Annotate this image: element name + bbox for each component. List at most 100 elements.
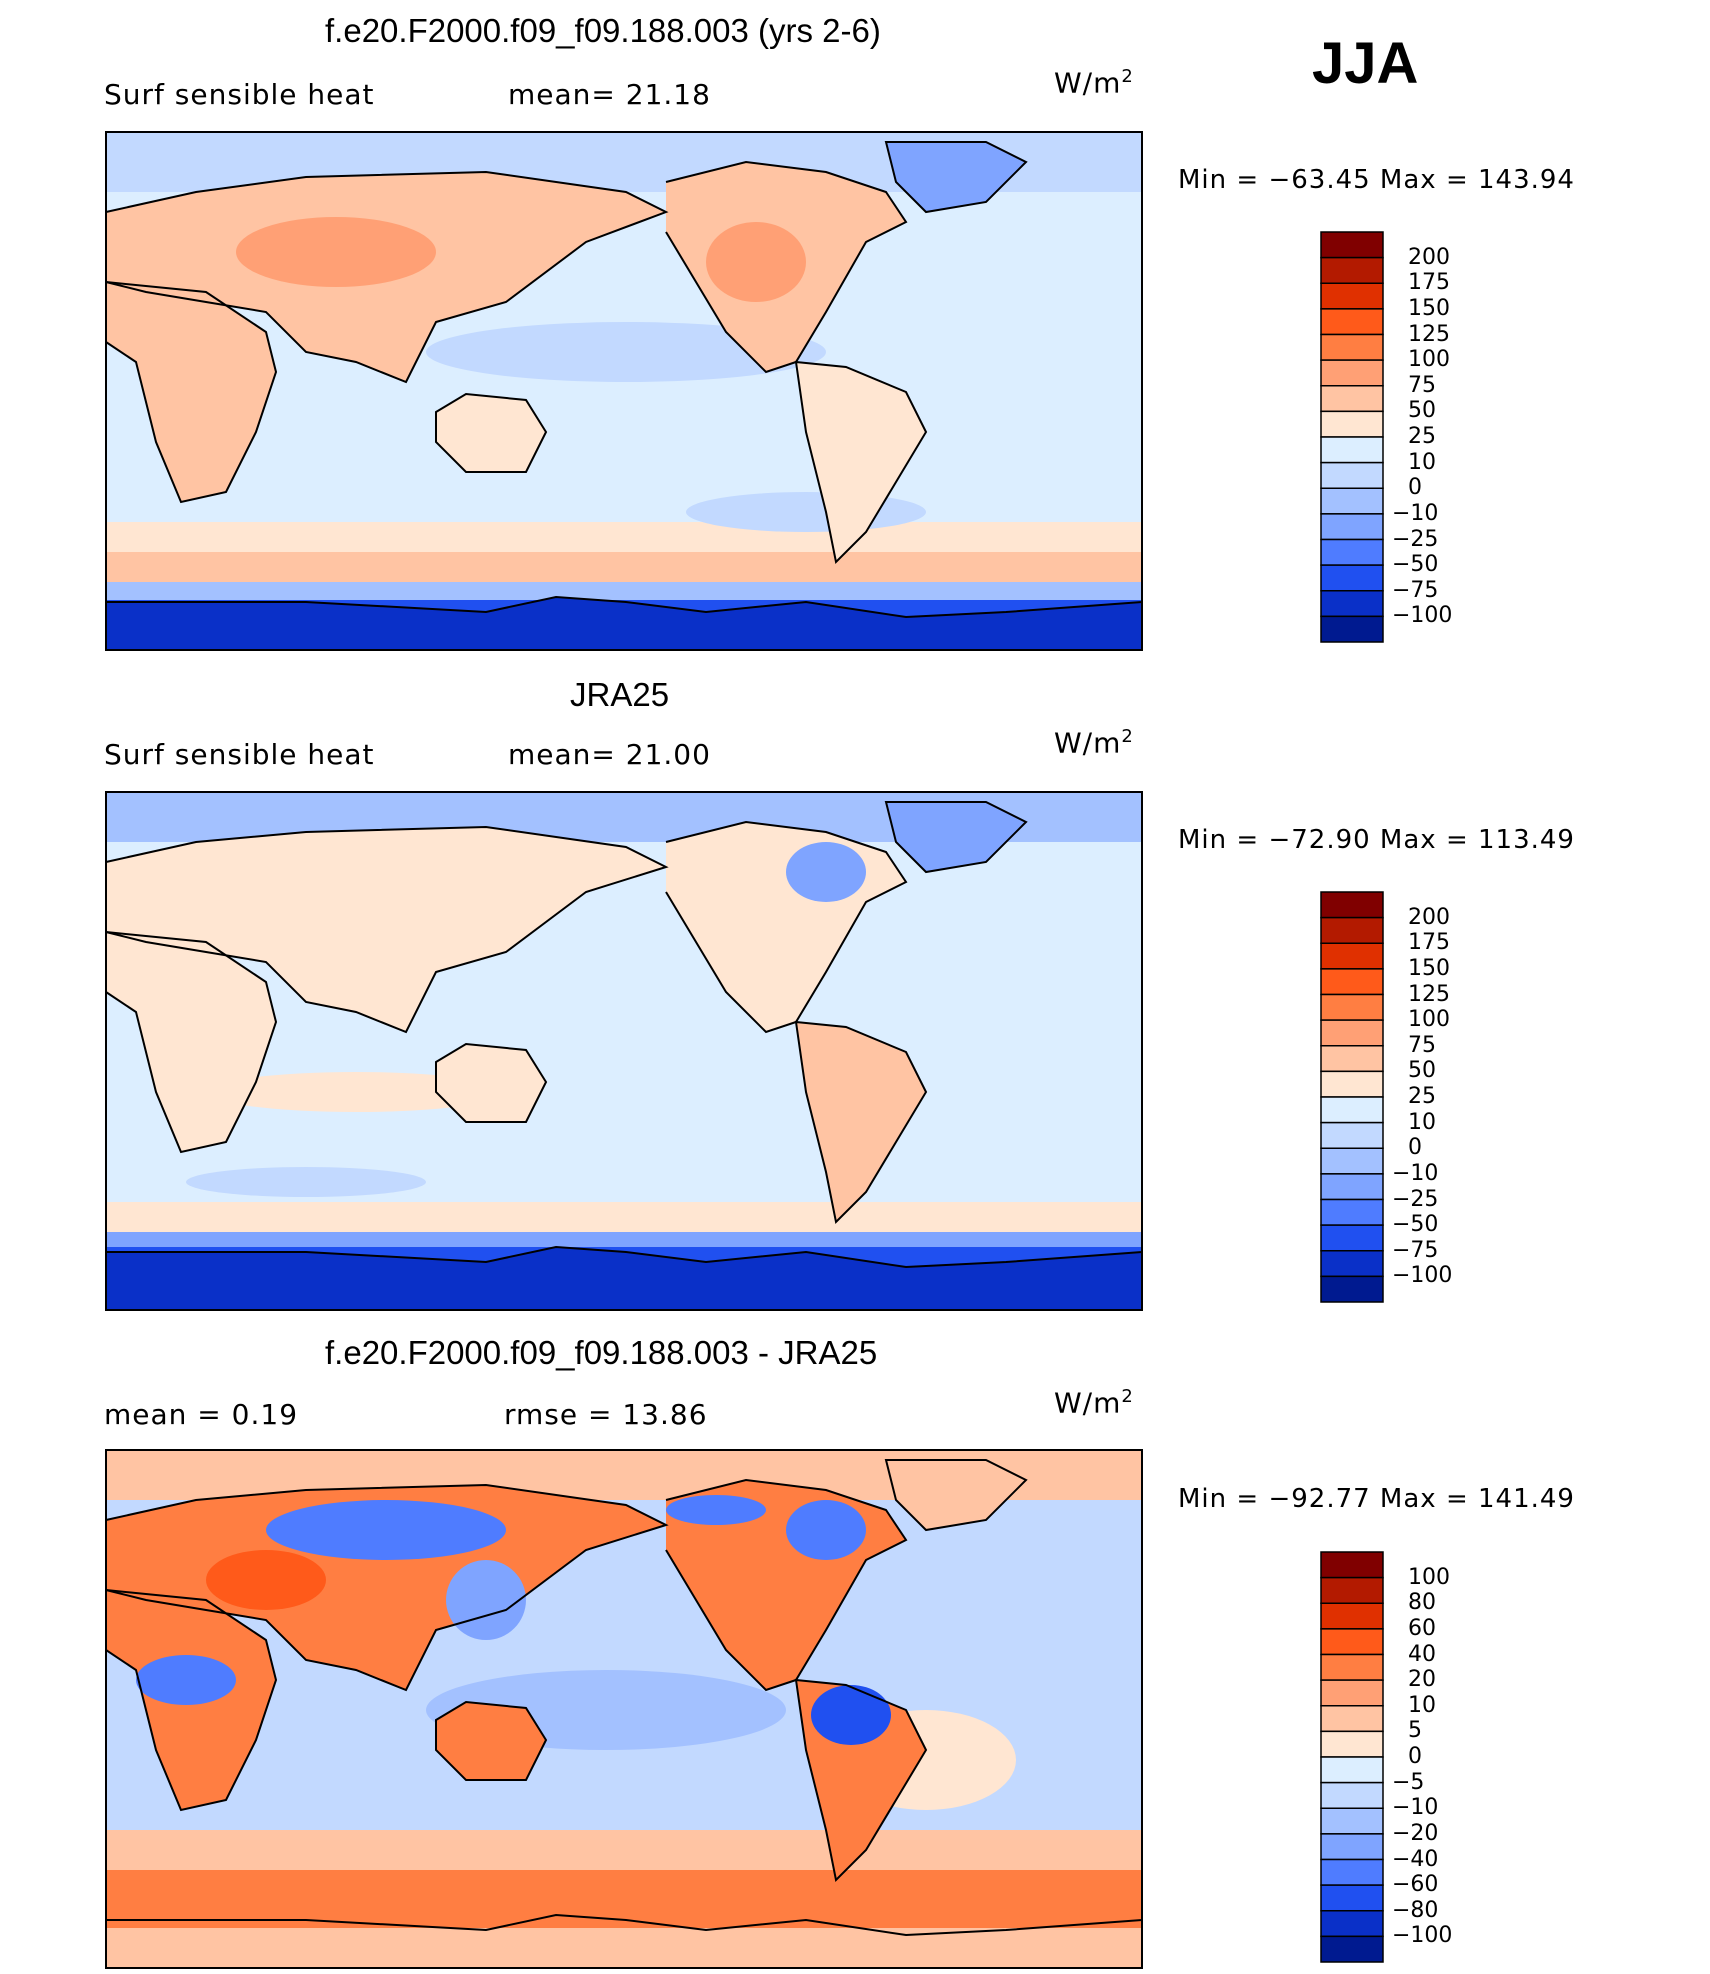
colorbar-swatch <box>1320 1935 1384 1963</box>
panel-2-title: JRA25 <box>570 676 670 713</box>
colorbar-swatch <box>1320 231 1384 259</box>
colorbar-tick-label: 25 <box>1408 424 1436 449</box>
colorbar-swatch <box>1320 1705 1384 1733</box>
colorbar-swatch <box>1320 513 1384 541</box>
colorbar-swatch <box>1320 1070 1384 1098</box>
colorbar-tick-label: −10 <box>1392 1160 1439 1186</box>
colorbar-tick-label: 60 <box>1408 1615 1436 1641</box>
panel-3-colorbar <box>1320 1551 1384 1963</box>
colorbar-tick-label: 50 <box>1408 1058 1436 1084</box>
colorbar-tick-label: 10 <box>1408 449 1436 475</box>
colorbar-swatch <box>1320 916 1384 944</box>
colorbar-tick-label: −50 <box>1392 1212 1439 1238</box>
colorbar-swatch <box>1320 968 1384 996</box>
colorbar-tick-label: 80 <box>1408 1590 1436 1616</box>
colorbar-tick-label: −10 <box>1392 1795 1439 1821</box>
colorbar-swatch <box>1320 1730 1384 1758</box>
colorbar-swatch <box>1320 538 1384 566</box>
colorbar-tick-label: −20 <box>1392 1820 1439 1846</box>
panel-3-units: W/m2 <box>1054 1386 1134 1420</box>
colorbar-swatch <box>1320 1096 1384 1124</box>
colorbar-swatch <box>1320 1653 1384 1681</box>
colorbar-tick-label: −50 <box>1392 552 1439 578</box>
colorbar-swatch <box>1320 410 1384 438</box>
colorbar-tick-label: −100 <box>1392 603 1453 629</box>
season-label: JJA <box>1312 31 1419 96</box>
panel-3-rmse-label: rmse = 13.86 <box>504 1398 708 1431</box>
colorbar-swatch <box>1320 1833 1384 1861</box>
colorbar-tick-label: 10 <box>1408 1692 1436 1718</box>
colorbar-swatch <box>1320 1576 1384 1604</box>
colorbar-swatch <box>1320 333 1384 361</box>
colorbar-swatch <box>1320 436 1384 464</box>
panel-3-map <box>105 1449 1143 1969</box>
colorbar-swatch <box>1320 1910 1384 1938</box>
panel-1-map <box>105 131 1143 651</box>
colorbar-swatch <box>1320 1250 1384 1278</box>
colorbar-tick-label: 100 <box>1408 1007 1450 1033</box>
panel-3-title: f.e20.F2000.f09_f09.188.003 - JRA25 <box>325 1334 878 1371</box>
colorbar-swatch <box>1320 891 1384 919</box>
colorbar-tick-label: −10 <box>1392 500 1439 526</box>
colorbar-tick-label: −60 <box>1392 1872 1439 1898</box>
colorbar-tick-label: 175 <box>1408 930 1450 956</box>
panel-1-title: f.e20.F2000.f09_f09.188.003 (yrs 2-6) <box>325 12 881 49</box>
colorbar-tick-label: 0 <box>1408 1135 1422 1161</box>
colorbar-tick-label: 0 <box>1408 1744 1422 1769</box>
colorbar-tick-label: 0 <box>1408 475 1422 501</box>
panel-1-units: W/m2 <box>1054 66 1134 100</box>
colorbar-tick-label: −75 <box>1392 577 1439 603</box>
colorbar-swatch <box>1320 1858 1384 1886</box>
colorbar-swatch <box>1320 1045 1384 1073</box>
colorbar-swatch <box>1320 282 1384 310</box>
panel-2-field-label: Surf sensible heat <box>104 738 375 771</box>
colorbar-tick-label: 25 <box>1408 1084 1436 1109</box>
panel-2-colorbar <box>1320 891 1384 1303</box>
panel-2-map <box>105 791 1143 1311</box>
panel-2-units: W/m2 <box>1054 726 1134 760</box>
colorbar-tick-label: 200 <box>1408 904 1450 930</box>
colorbar-swatch <box>1320 615 1384 643</box>
colorbar-tick-label: 75 <box>1408 1032 1436 1058</box>
colorbar-swatch <box>1320 1781 1384 1809</box>
colorbar-tick-label: 40 <box>1408 1641 1436 1667</box>
panel-2-mean-label: mean= 21.00 <box>508 738 711 771</box>
colorbar-tick-label: −25 <box>1392 526 1439 552</box>
panel-1-mean-label: mean= 21.18 <box>508 78 711 111</box>
colorbar-swatch <box>1320 1019 1384 1047</box>
colorbar-swatch <box>1320 1807 1384 1835</box>
colorbar-swatch <box>1320 1628 1384 1656</box>
colorbar-tick-label: 125 <box>1408 981 1450 1007</box>
panel-3-min-max: Min = −92.77 Max = 141.49 <box>1178 1484 1575 1514</box>
colorbar-swatch <box>1320 487 1384 515</box>
colorbar-tick-label: 100 <box>1408 347 1450 373</box>
colorbar-tick-label: −25 <box>1392 1186 1439 1212</box>
colorbar-swatch <box>1320 993 1384 1021</box>
panel-1-colorbar <box>1320 231 1384 643</box>
colorbar-swatch <box>1320 256 1384 284</box>
colorbar-tick-label: 100 <box>1408 1564 1450 1590</box>
colorbar-tick-label: −80 <box>1392 1897 1439 1923</box>
colorbar-swatch <box>1320 1884 1384 1912</box>
colorbar-swatch <box>1320 461 1384 489</box>
colorbar-tick-label: 75 <box>1408 372 1436 398</box>
panel-2-min-max: Min = −72.90 Max = 113.49 <box>1178 825 1575 855</box>
colorbar-swatch <box>1320 308 1384 336</box>
colorbar-tick-label: −75 <box>1392 1237 1439 1263</box>
colorbar-tick-label: 10 <box>1408 1109 1436 1135</box>
colorbar-swatch <box>1320 359 1384 387</box>
colorbar-tick-label: −5 <box>1392 1769 1425 1795</box>
colorbar-tick-label: 20 <box>1408 1667 1436 1693</box>
colorbar-swatch <box>1320 590 1384 618</box>
colorbar-swatch <box>1320 1602 1384 1630</box>
colorbar-tick-label: −100 <box>1392 1923 1453 1949</box>
colorbar-swatch <box>1320 942 1384 970</box>
colorbar-swatch <box>1320 1756 1384 1784</box>
colorbar-swatch <box>1320 564 1384 592</box>
panel-1-field-label: Surf sensible heat <box>104 78 375 111</box>
colorbar-swatch <box>1320 1198 1384 1226</box>
colorbar-swatch <box>1320 385 1384 413</box>
colorbar-tick-label: −40 <box>1392 1846 1439 1872</box>
colorbar-tick-label: 200 <box>1408 244 1450 270</box>
panel-3-mean-label: mean = 0.19 <box>104 1398 299 1431</box>
